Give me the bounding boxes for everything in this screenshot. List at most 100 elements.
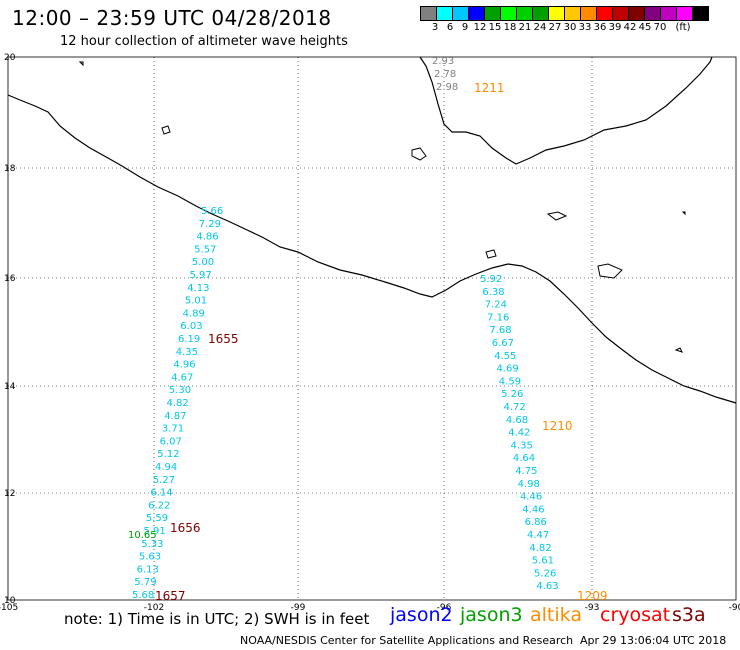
swh-value: 7.68 <box>489 325 511 336</box>
latitude-label: 18 <box>4 164 16 174</box>
swh-value: 4.86 <box>196 232 218 243</box>
swh-value: 4.46 <box>522 504 544 515</box>
island-features <box>78 61 686 353</box>
swh-value: 3.71 <box>162 424 184 435</box>
swh-value: 4.82 <box>529 543 551 554</box>
color-scale-labels: 3 6 9 12 15 18 21 24 27 30 33 36 39 42 45 70 (ft) <box>421 22 740 36</box>
swh-value: 5.00 <box>192 257 214 268</box>
swh-value: 4.75 <box>515 466 537 477</box>
credit-line: NOAA/NESDIS Center for Satellite Applica… <box>240 634 574 647</box>
swh-value: 4.63 <box>536 581 558 592</box>
swh-value: 4.98 <box>518 479 540 490</box>
swh-value: 6.07 <box>160 436 182 447</box>
color-scale-label: 45 <box>638 22 652 33</box>
time-label: 1209 <box>577 589 608 603</box>
swh-value: 6.38 <box>482 287 504 298</box>
swh-value: 7.29 <box>199 219 221 230</box>
color-scale-label: 70 <box>653 22 667 33</box>
color-scale-label: 30 <box>563 22 577 33</box>
swh-value: 4.82 <box>167 398 189 409</box>
swh-value: 4.67 <box>171 372 193 383</box>
color-scale-label: 18 <box>503 22 517 33</box>
map-frame <box>7 56 737 601</box>
swh-value: 5.97 <box>190 270 212 281</box>
swh-value: 4.35 <box>176 347 198 358</box>
time-label: 1656 <box>170 521 201 535</box>
color-scale-label: 39 <box>608 22 622 33</box>
swh-value: 4.72 <box>504 402 526 413</box>
color-scale-label: 21 <box>518 22 532 33</box>
swh-value: 5.26 <box>501 389 523 400</box>
legend-jason2: jason2 <box>390 604 453 626</box>
swh-value: 4.35 <box>511 440 533 451</box>
swh-value: 6.86 <box>525 517 547 528</box>
swh-value: 7.24 <box>485 300 507 311</box>
color-scale-label: 33 <box>578 22 592 33</box>
swh-value: 5.61 <box>532 556 554 567</box>
time-labels: 1655 1656 1657 1211 1210 1209 <box>155 81 608 603</box>
swh-value: 6.03 <box>180 321 202 332</box>
longitude-label: -93 <box>585 603 600 613</box>
color-scale-label: (ft) <box>675 22 691 33</box>
swh-value: 6.22 <box>148 500 170 511</box>
color-swatch <box>692 6 709 21</box>
legend-jason3: jason3 <box>460 604 523 626</box>
swh-value-gulf: 2.93 <box>432 56 454 67</box>
swh-value: 4.94 <box>155 462 177 473</box>
swh-value: 5.68 <box>132 590 154 601</box>
color-scale-label: 27 <box>548 22 562 33</box>
swh-value: 4.69 <box>496 364 518 375</box>
units-note: note: 1) Time is in UTC; 2) SWH is in fe… <box>64 610 370 628</box>
generation-timestamp: Apr 29 13:06:04 UTC 2018 <box>580 634 727 647</box>
longitude-label: -105 <box>0 603 18 613</box>
color-scale-label: 6 <box>446 22 454 33</box>
swh-value: 5.30 <box>169 385 191 396</box>
color-scale-label: 24 <box>533 22 547 33</box>
latitude-label: 16 <box>4 274 16 284</box>
longitude-label: -102 <box>144 603 164 613</box>
latitude-label: 20 <box>4 53 16 63</box>
latitude-label: 14 <box>4 382 16 392</box>
color-scale-label: 42 <box>623 22 637 33</box>
swh-value: 5.01 <box>185 296 207 307</box>
swh-value-gulf: 2.98 <box>436 82 458 93</box>
swh-value: 5.66 <box>201 206 223 217</box>
longitude-label: -90 <box>729 603 740 613</box>
longitude-label: -99 <box>291 603 306 613</box>
color-scale-label: 3 <box>431 22 439 33</box>
latitude-label: 10 <box>4 596 16 606</box>
swh-value: 4.89 <box>183 308 205 319</box>
swh-value: 5.26 <box>534 568 556 579</box>
color-scale <box>420 6 709 21</box>
swh-value: 4.47 <box>527 530 549 541</box>
swh-value: 4.64 <box>513 453 535 464</box>
swh-value: 6.67 <box>492 338 514 349</box>
time-label: 1655 <box>208 332 239 346</box>
swh-value: 6.14 <box>150 488 172 499</box>
swh-value: 5.12 <box>157 449 179 460</box>
swh-value-jason3: 10.65 <box>128 530 157 541</box>
swh-value: 4.96 <box>173 360 195 371</box>
time-label: 1211 <box>474 81 505 95</box>
swh-value: 6.19 <box>178 334 200 345</box>
swh-value: 5.27 <box>153 475 175 486</box>
grid-lines <box>8 57 736 600</box>
map-subtitle: 12 hour collection of altimeter wave hei… <box>60 34 348 49</box>
coastline-gulf <box>419 56 713 165</box>
legend-s3a: s3a <box>672 604 706 626</box>
map-title: 12:00 – 23:59 UTC 04/28/2018 <box>12 6 332 30</box>
color-scale-label: 12 <box>473 22 487 33</box>
swh-value: 4.46 <box>520 492 542 503</box>
swh-value: 4.68 <box>506 415 528 426</box>
legend-altika: altika <box>530 604 582 626</box>
swh-value: 5.91 <box>144 526 166 537</box>
swh-value: 5.92 <box>480 274 502 285</box>
swh-value: 6.13 <box>137 564 159 575</box>
swh-value: 4.13 <box>187 283 209 294</box>
swh-value: 4.55 <box>494 351 516 362</box>
swh-value-gulf: 2.78 <box>434 69 456 80</box>
swh-value: 5.63 <box>139 552 161 563</box>
swh-value: 4.42 <box>508 428 530 439</box>
